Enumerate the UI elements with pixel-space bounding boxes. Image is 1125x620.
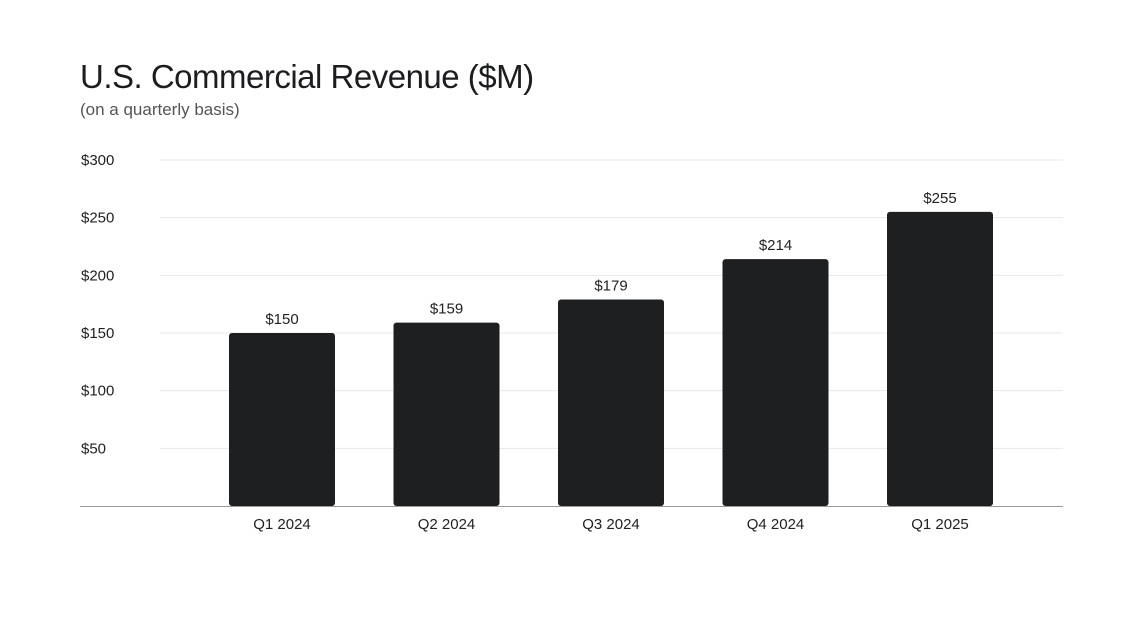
data-label: $179 <box>594 278 627 295</box>
y-tick-label: $50 <box>81 440 106 457</box>
data-labels: $150 $159 $179 $214 $255 <box>265 190 956 328</box>
y-tick-label: $150 <box>81 325 114 342</box>
y-tick-label: $100 <box>81 383 114 400</box>
y-axis-ticks: $50 $100 $150 $200 $250 $300 <box>81 152 114 457</box>
y-tick-label: $250 <box>81 210 114 227</box>
y-tick-label: $300 <box>81 152 114 169</box>
y-tick-label: $200 <box>81 267 114 284</box>
x-category-label: Q3 2024 <box>582 516 640 533</box>
data-label: $214 <box>759 237 792 254</box>
data-label: $255 <box>923 190 956 207</box>
data-label: $159 <box>430 301 463 318</box>
data-label: $150 <box>265 311 298 328</box>
bars <box>229 211 993 506</box>
x-category-label: Q4 2024 <box>747 516 805 533</box>
x-category-label: Q1 2025 <box>911 516 969 533</box>
x-axis-categories: Q1 2024 Q2 2024 Q3 2024 Q4 2024 Q1 2025 <box>253 516 969 533</box>
x-category-label: Q2 2024 <box>418 516 476 533</box>
chart-title: U.S. Commercial Revenue ($M) <box>80 58 534 95</box>
bar <box>722 259 829 506</box>
x-category-label: Q1 2024 <box>253 516 311 533</box>
bar <box>558 299 664 506</box>
bar <box>393 322 500 506</box>
bar <box>229 333 335 506</box>
chart-subtitle: (on a quarterly basis) <box>80 100 240 119</box>
bar <box>887 211 993 506</box>
